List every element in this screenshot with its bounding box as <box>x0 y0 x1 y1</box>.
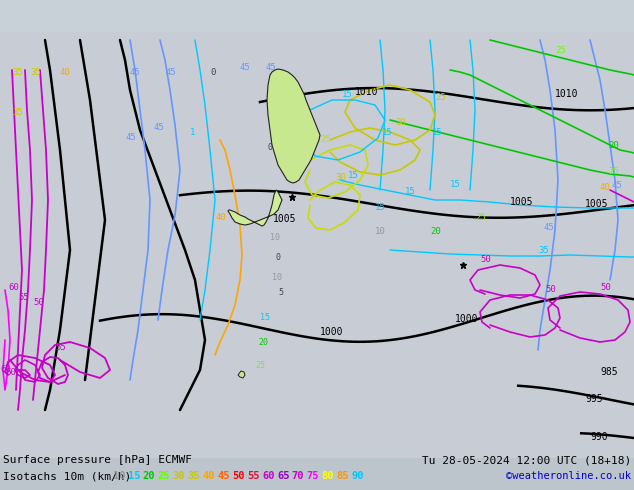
Text: 75: 75 <box>307 471 319 481</box>
Text: 55: 55 <box>247 471 259 481</box>
Text: 990: 990 <box>590 432 607 442</box>
Text: 15: 15 <box>432 128 443 137</box>
Text: 25: 25 <box>158 471 170 481</box>
Text: Isotachs 10m (km/h): Isotachs 10m (km/h) <box>3 471 138 481</box>
Text: 45: 45 <box>165 68 176 77</box>
Text: 0: 0 <box>275 253 280 262</box>
Text: 0: 0 <box>268 143 273 152</box>
Text: 1005: 1005 <box>585 199 609 209</box>
Text: 30: 30 <box>395 118 406 127</box>
Text: 45: 45 <box>217 471 230 481</box>
Text: 15: 15 <box>450 180 461 189</box>
Text: 65: 65 <box>277 471 289 481</box>
Text: 15: 15 <box>382 128 392 137</box>
Text: 25: 25 <box>608 167 619 176</box>
Text: 1010: 1010 <box>355 87 378 97</box>
Text: 15: 15 <box>375 203 385 212</box>
Text: 995: 995 <box>585 394 603 404</box>
Text: 25: 25 <box>320 135 331 144</box>
Text: 55: 55 <box>55 343 66 352</box>
Text: 1000: 1000 <box>455 314 479 324</box>
Text: 35: 35 <box>30 68 41 77</box>
Text: 1005: 1005 <box>510 197 533 207</box>
Text: 50: 50 <box>600 283 611 292</box>
Text: 50: 50 <box>545 285 556 294</box>
Text: 15: 15 <box>348 171 359 180</box>
Text: 10: 10 <box>113 471 126 481</box>
Text: 10: 10 <box>272 273 282 282</box>
Text: 15: 15 <box>405 187 416 196</box>
Text: 25: 25 <box>255 361 265 370</box>
Text: ©weatheronline.co.uk: ©weatheronline.co.uk <box>506 471 631 481</box>
Bar <box>0 32 634 458</box>
Polygon shape <box>267 69 320 183</box>
Text: 20: 20 <box>143 471 155 481</box>
Text: 50: 50 <box>232 471 245 481</box>
Text: 15: 15 <box>128 471 140 481</box>
Text: 45: 45 <box>612 181 623 190</box>
Text: 15: 15 <box>342 90 353 99</box>
Text: 35: 35 <box>12 68 23 77</box>
Text: 30: 30 <box>172 471 185 481</box>
Text: 25: 25 <box>475 213 486 222</box>
Text: 5: 5 <box>278 288 283 297</box>
Text: 35: 35 <box>12 108 23 117</box>
Text: 1005: 1005 <box>273 214 297 224</box>
Text: 40: 40 <box>215 213 226 222</box>
Text: 60: 60 <box>0 365 11 374</box>
Bar <box>0 458 634 490</box>
Text: 80: 80 <box>321 471 334 481</box>
Text: 40: 40 <box>600 183 611 192</box>
Text: 40: 40 <box>202 471 215 481</box>
Text: 60: 60 <box>8 283 19 292</box>
Text: 45: 45 <box>153 123 164 132</box>
Text: 20: 20 <box>430 227 441 236</box>
Text: 10: 10 <box>270 233 280 242</box>
Text: 60: 60 <box>5 368 16 377</box>
Text: 1: 1 <box>190 128 195 137</box>
Text: 35: 35 <box>188 471 200 481</box>
Text: 50: 50 <box>480 255 491 264</box>
Text: 15: 15 <box>260 313 270 322</box>
Text: 45: 45 <box>543 223 553 232</box>
Text: 25: 25 <box>435 93 446 102</box>
Text: Surface pressure [hPa] ECMWF: Surface pressure [hPa] ECMWF <box>3 455 192 465</box>
Text: 85: 85 <box>337 471 349 481</box>
Text: 10: 10 <box>375 227 385 236</box>
Text: 50: 50 <box>33 298 44 307</box>
Text: 20: 20 <box>608 141 619 150</box>
Text: 55: 55 <box>18 293 29 302</box>
Text: 985: 985 <box>600 367 618 377</box>
Text: 0: 0 <box>210 68 216 77</box>
Text: 1000: 1000 <box>320 327 344 337</box>
Text: 70: 70 <box>292 471 304 481</box>
Text: 35: 35 <box>538 246 549 255</box>
Text: 45: 45 <box>125 133 136 142</box>
Text: 45: 45 <box>240 63 251 72</box>
Text: 45: 45 <box>130 68 141 77</box>
Text: 1010: 1010 <box>555 89 578 99</box>
Text: 45: 45 <box>265 63 276 72</box>
Text: 25: 25 <box>555 46 566 55</box>
Text: 20: 20 <box>258 338 268 347</box>
Text: 30: 30 <box>335 173 346 182</box>
Polygon shape <box>238 371 245 378</box>
Text: 60: 60 <box>262 471 275 481</box>
Text: 40: 40 <box>60 68 71 77</box>
Polygon shape <box>228 190 282 226</box>
Text: Tu 28-05-2024 12:00 UTC (18+18): Tu 28-05-2024 12:00 UTC (18+18) <box>422 455 631 465</box>
Text: 90: 90 <box>351 471 364 481</box>
